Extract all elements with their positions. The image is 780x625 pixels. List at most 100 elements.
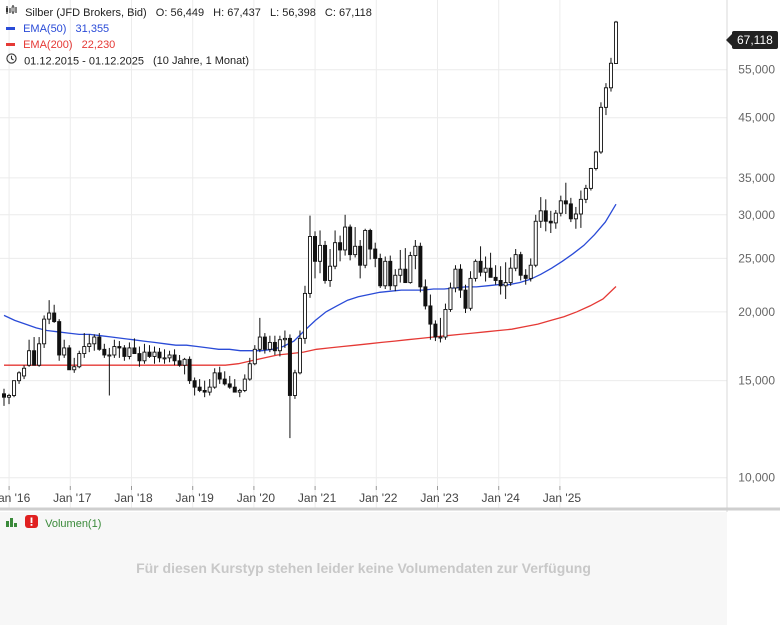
- candle-body-up: [588, 168, 593, 189]
- candle-body-up: [608, 62, 613, 89]
- open-label: O:: [155, 7, 168, 19]
- candle-body-down: [102, 348, 107, 356]
- time-range[interactable]: 01.12.2015 - 01.12.2025 (10 Jahre, 1 Mon…: [6, 53, 249, 69]
- candle-body-up: [583, 187, 588, 200]
- candle: [247, 357, 252, 381]
- candle-body-up: [92, 336, 97, 345]
- candle-body-down: [478, 260, 483, 273]
- candle: [393, 269, 398, 292]
- candle-body-down: [388, 260, 393, 287]
- candle-body-down: [232, 386, 237, 393]
- candle-body-down: [323, 244, 328, 281]
- volume-legend-label: Volumen(1): [45, 517, 102, 530]
- candle-body-down: [52, 312, 57, 323]
- candle-body-up: [558, 200, 563, 214]
- candle: [202, 380, 207, 398]
- candle: [7, 393, 12, 405]
- candle: [533, 214, 538, 268]
- candle: [458, 264, 463, 298]
- candle-body-down: [498, 280, 503, 287]
- candle: [528, 258, 533, 282]
- candle-body-up: [77, 353, 82, 368]
- candle-body-down: [197, 386, 202, 391]
- candle: [613, 20, 619, 64]
- candle-body-up: [528, 264, 533, 279]
- ema50-swatch: [6, 26, 15, 30]
- candle-body-down: [373, 248, 378, 259]
- y-tick-label: 55,000: [738, 63, 775, 77]
- candle-body-down: [568, 203, 573, 220]
- candle-body-up: [598, 106, 603, 153]
- candle-body-up: [453, 268, 458, 289]
- candle: [418, 242, 423, 293]
- candle-body-down: [518, 254, 523, 276]
- candle-body-up: [318, 244, 323, 262]
- candle-body-up: [37, 343, 42, 366]
- candle: [197, 379, 202, 393]
- ema50-value: 31,355: [75, 23, 110, 35]
- candle-body-down: [378, 257, 383, 287]
- candle: [27, 339, 32, 367]
- ema200-line: [4, 286, 617, 366]
- candle-body-up: [152, 351, 157, 357]
- candle: [297, 330, 302, 375]
- candle-body-up: [127, 347, 132, 357]
- candle-body-down: [493, 276, 498, 281]
- candle: [353, 227, 358, 258]
- candle: [157, 347, 162, 363]
- candle: [242, 374, 247, 393]
- candle: [543, 199, 548, 232]
- candle: [598, 102, 603, 154]
- candle-body-up: [162, 357, 167, 360]
- last-price-badge: 67,118: [726, 31, 778, 49]
- candle-body-down: [57, 321, 62, 356]
- candle: [212, 368, 217, 389]
- candle-body-down: [202, 390, 207, 393]
- candle: [122, 345, 127, 361]
- ema200-value: 22,230: [81, 39, 116, 51]
- candle: [137, 346, 142, 367]
- candle-body-down: [423, 286, 428, 307]
- ema50-legend[interactable]: EMA(50) 31,355: [6, 22, 109, 36]
- candle-body-down: [187, 358, 192, 382]
- candle-body-up: [207, 386, 212, 393]
- candle: [513, 249, 518, 272]
- candle-body-down: [368, 229, 373, 250]
- candle-body-up: [282, 337, 287, 341]
- x-tick-label: Jan '20: [237, 491, 276, 505]
- candle-body-down: [338, 242, 343, 251]
- candle-body-up: [443, 308, 448, 338]
- candle-body-up: [242, 378, 247, 391]
- y-tick-label: 45,000: [738, 111, 775, 125]
- candle-body-down: [458, 268, 463, 291]
- candle: [12, 380, 17, 398]
- ema50-line: [3, 203, 617, 352]
- candle-body-down: [463, 289, 468, 309]
- candle: [257, 317, 262, 353]
- candle-body-up: [408, 255, 413, 284]
- candle: [77, 350, 82, 369]
- candle: [578, 190, 583, 228]
- candle-body-down: [272, 341, 277, 352]
- volume-legend[interactable]: Volumen(1): [6, 515, 102, 532]
- candle: [132, 338, 137, 355]
- candle: [87, 334, 92, 353]
- candle-body-up: [267, 341, 272, 350]
- candle: [523, 269, 528, 285]
- candle: [403, 248, 408, 284]
- clock-icon: [6, 53, 17, 68]
- candle-body-down: [122, 347, 127, 357]
- candle: [343, 214, 348, 256]
- ema200-legend[interactable]: EMA(200) 22,230: [6, 38, 115, 52]
- candle: [47, 300, 52, 325]
- candle: [177, 354, 182, 367]
- candle: [272, 335, 277, 355]
- candle-body-up: [333, 242, 338, 267]
- candle-body-down: [222, 378, 227, 385]
- candle: [32, 337, 37, 366]
- candle: [262, 333, 267, 354]
- candle: [67, 345, 72, 371]
- x-tick-label: Jan '21: [298, 491, 337, 505]
- open-value: 56,449: [170, 7, 205, 19]
